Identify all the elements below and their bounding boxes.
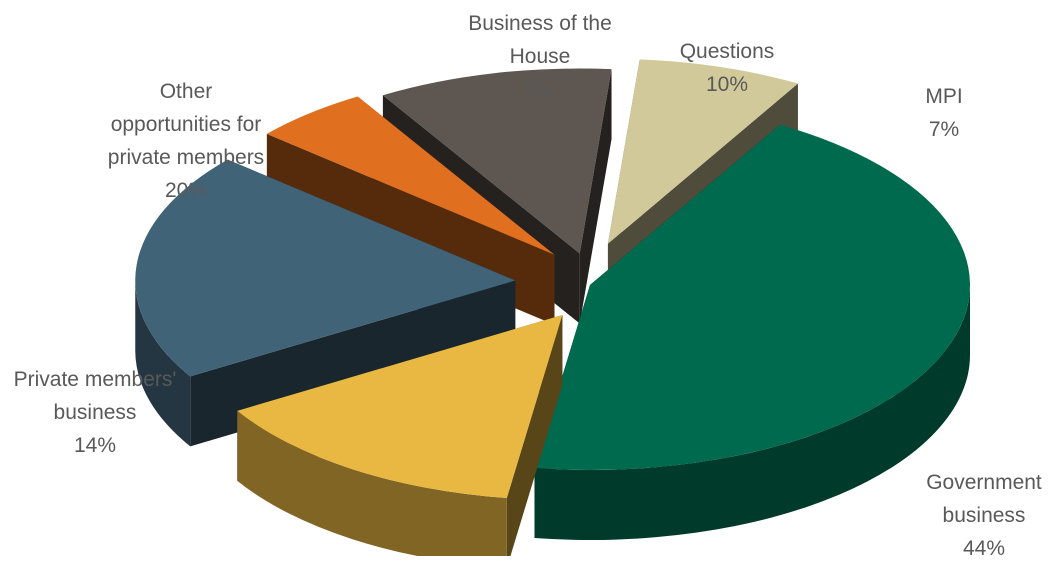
slice-label: Business of the House 5% — [468, 7, 612, 106]
slice-value-label: 7% — [928, 118, 960, 141]
slice-value-label: 5% — [524, 78, 556, 101]
slice-value-label: 14% — [73, 434, 117, 457]
slice-value-label: 10% — [705, 73, 749, 96]
slice-label: Private members' business 14% — [14, 363, 177, 462]
slice-label: Questions 10% — [680, 35, 775, 101]
slice-label-name: opportunities for — [110, 113, 262, 136]
slice-label-name: private members — [107, 146, 265, 169]
pie-slice — [237, 314, 563, 556]
slice-value-label: 20% — [164, 179, 208, 202]
slice-label-name: Business of the — [468, 12, 612, 35]
slice-label-name: House — [509, 45, 571, 68]
slice-label-name: Questions — [679, 40, 775, 63]
slice-label-name: Private members' — [13, 368, 177, 391]
slice-label: MPI 7% — [925, 80, 962, 146]
slice-label-name: MPI — [925, 85, 963, 108]
slice-label-name: business — [942, 504, 1026, 527]
slice-label: Government business 44% — [926, 466, 1042, 565]
pie-slice — [534, 124, 970, 540]
slice-value-label: 44% — [962, 537, 1006, 560]
slice-label-name: Other — [159, 80, 213, 103]
slice-label: Other opportunities for private members 20% — [108, 75, 264, 207]
slice-label-name: Government — [926, 471, 1042, 494]
slice-label-name: business — [53, 401, 137, 424]
